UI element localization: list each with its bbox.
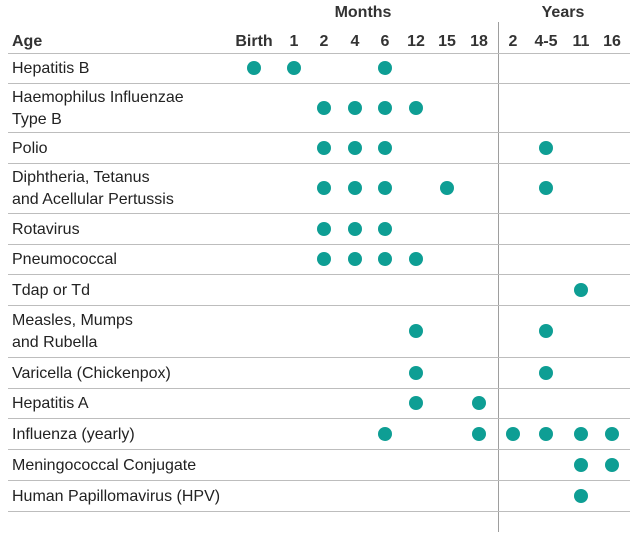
dose-dot xyxy=(506,426,520,441)
row-header: Age xyxy=(12,33,43,50)
dose-dot xyxy=(409,324,423,338)
row-line xyxy=(8,305,630,306)
vaccine-label: Diphtheria, Tetanus and Acellular Pertus… xyxy=(12,169,174,208)
row-line xyxy=(8,53,630,54)
vaccine-label: Measles, Mumps and Rubella xyxy=(12,312,133,351)
dose-dot xyxy=(539,365,553,380)
dose-dot xyxy=(409,252,423,266)
dose-dot xyxy=(378,221,392,236)
dose-dot xyxy=(409,396,423,410)
vaccine-label: Tdap or Td xyxy=(12,281,90,299)
dose-dot xyxy=(348,181,362,195)
column-header: 4-5 xyxy=(534,33,558,50)
dose-dot xyxy=(472,426,486,441)
dose-dot xyxy=(348,100,362,115)
dose-dot xyxy=(472,396,486,410)
column-header: 1 xyxy=(289,33,299,50)
vaccine-label: Varicella (Chickenpox) xyxy=(12,364,171,382)
dose-dot xyxy=(378,61,392,75)
dose-dot xyxy=(378,100,392,115)
row-line xyxy=(8,132,630,133)
dose-dot xyxy=(574,457,588,472)
column-header: 11 xyxy=(572,33,590,50)
vaccine-label: Meningococcal Conjugate xyxy=(12,456,197,474)
row-line xyxy=(8,449,630,450)
column-header: 12 xyxy=(407,33,425,50)
divider xyxy=(498,22,499,532)
dose-dot xyxy=(348,140,362,155)
vaccine-label: Hepatitis B xyxy=(12,60,90,77)
row-line xyxy=(8,511,630,512)
dose-dot xyxy=(317,140,331,155)
column-header: 16 xyxy=(603,33,621,50)
column-header: 2 xyxy=(319,33,329,50)
dose-dot xyxy=(539,324,553,338)
row-line xyxy=(8,244,630,245)
dose-dot xyxy=(539,140,553,155)
dose-dot xyxy=(287,61,301,75)
column-header: 6 xyxy=(380,33,390,50)
row-line xyxy=(8,357,630,358)
dose-dot xyxy=(348,252,362,266)
dose-dot xyxy=(605,457,619,472)
vaccine-label: Polio xyxy=(12,139,48,157)
column-header: 15 xyxy=(438,33,456,50)
dose-dot xyxy=(317,221,331,236)
group-header: Years xyxy=(541,4,585,21)
vaccine-label: Human Papillomavirus (HPV) xyxy=(12,487,221,505)
row-line xyxy=(8,163,630,164)
dose-dot xyxy=(317,181,331,195)
vaccine-label: Haemophilus Influenzae Type B xyxy=(12,88,184,128)
dose-dot xyxy=(317,252,331,266)
dose-dot xyxy=(247,61,261,75)
dose-dot xyxy=(574,426,588,441)
vaccine-label: Hepatitis A xyxy=(12,395,89,412)
vaccine-label: Influenza (yearly) xyxy=(12,425,135,443)
dose-dot xyxy=(409,365,423,380)
dose-dot xyxy=(605,426,619,441)
row-line xyxy=(8,388,630,389)
dose-dot xyxy=(317,100,331,115)
dose-dot xyxy=(378,252,392,266)
vaccine-label: Rotavirus xyxy=(12,220,80,238)
row-line xyxy=(8,83,630,84)
column-header: 2 xyxy=(508,33,518,50)
dose-dot xyxy=(348,221,362,236)
dose-dot xyxy=(539,181,553,195)
row-line xyxy=(8,480,630,481)
dose-dot xyxy=(409,100,423,115)
dose-dot xyxy=(440,181,454,195)
dose-dot xyxy=(574,488,588,503)
column-header: 18 xyxy=(470,33,488,50)
row-line xyxy=(8,213,630,214)
group-header: Months xyxy=(334,4,392,21)
vaccine-label: Pneumococcal xyxy=(12,251,117,268)
dose-dot xyxy=(574,282,588,297)
dose-dot xyxy=(378,181,392,195)
row-line xyxy=(8,418,630,419)
column-header: 4 xyxy=(350,33,360,50)
dose-dot xyxy=(378,140,392,155)
dose-dot xyxy=(539,426,553,441)
column-header: Birth xyxy=(235,33,273,50)
dose-dot xyxy=(378,426,392,441)
row-line xyxy=(8,274,630,275)
